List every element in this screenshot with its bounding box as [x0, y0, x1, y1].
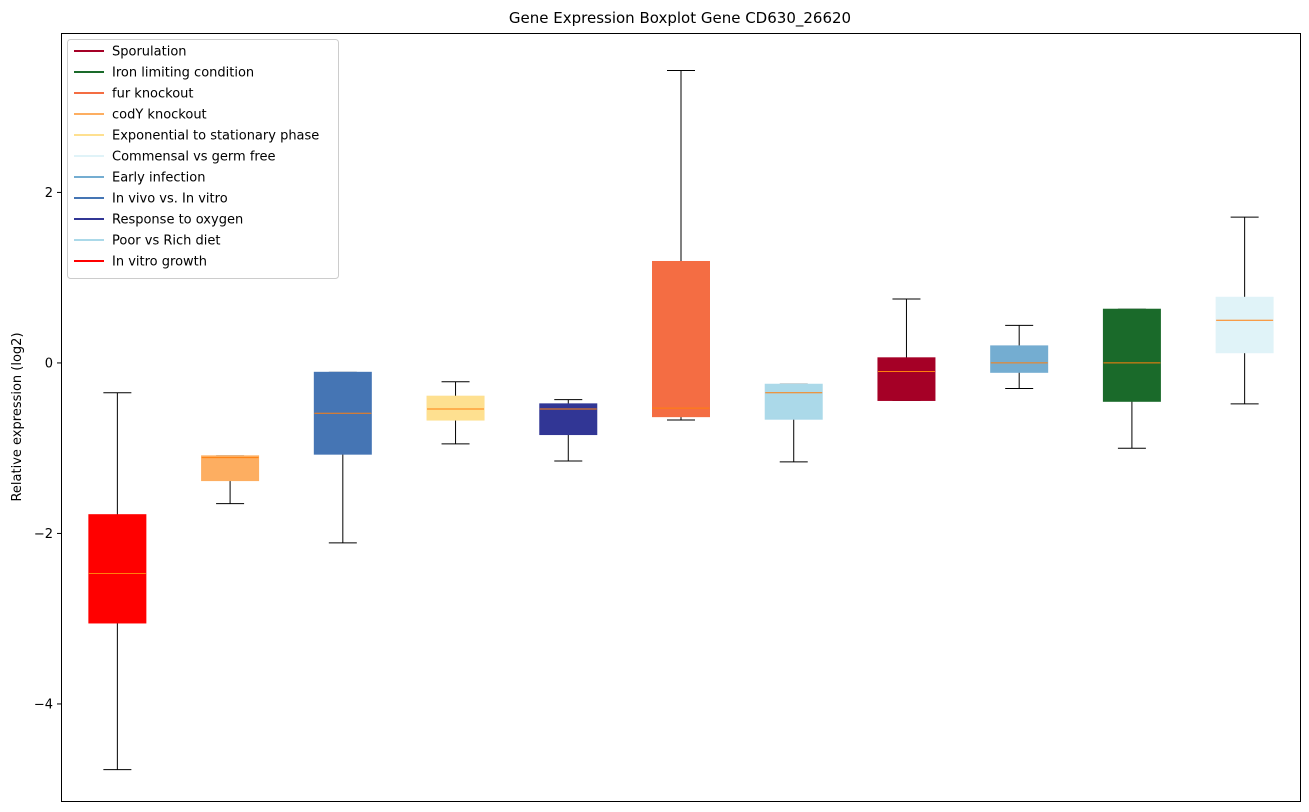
legend-item: Poor vs Rich diet	[74, 234, 220, 249]
legend-item: fur knockout	[74, 87, 194, 102]
legend-label: Exponential to stationary phase	[112, 129, 319, 144]
legend-item: Exponential to stationary phase	[74, 129, 319, 144]
legend-item: In vivo vs. In vitro	[74, 192, 228, 207]
y-tick-label: 2	[45, 186, 53, 201]
plot-area	[88, 70, 1274, 771]
box-body	[652, 260, 710, 418]
legend-label: In vitro growth	[112, 255, 207, 270]
box-body	[990, 345, 1049, 373]
box-9	[990, 324, 1049, 390]
box-body	[764, 383, 823, 420]
axes: −4 −2 0 2	[34, 33, 1301, 802]
plot-frame	[61, 33, 1301, 802]
legend-item: Early infection	[74, 171, 205, 186]
box-body	[1215, 296, 1274, 354]
legend: Sporulation Iron limiting condition fur kn…	[67, 39, 339, 279]
legend-item: Response to oxygen	[74, 213, 243, 228]
box-body	[1102, 308, 1161, 402]
box-body	[88, 514, 147, 624]
y-tick-label: −2	[34, 527, 53, 542]
box-11	[1215, 216, 1274, 405]
box-5	[539, 399, 598, 462]
box-body	[539, 403, 598, 436]
box-8	[877, 298, 936, 401]
legend-label: Sporulation	[112, 45, 187, 60]
legend-label: Iron limiting condition	[112, 66, 254, 81]
legend-item: Commensal vs germ free	[74, 150, 275, 165]
chart-title: Gene Expression Boxplot Gene CD630_26620	[509, 9, 851, 28]
legend-label: Early infection	[112, 171, 205, 186]
y-tick-label: −4	[34, 697, 53, 712]
legend-label: Poor vs Rich diet	[112, 234, 220, 249]
legend-label: In vivo vs. In vitro	[112, 192, 228, 207]
y-tick-label: 0	[45, 356, 53, 371]
box-7	[764, 383, 823, 463]
legend-label: fur knockout	[112, 87, 194, 102]
legend-item: codY knockout	[74, 108, 207, 123]
legend-item: Iron limiting condition	[74, 66, 254, 81]
legend-label: Response to oxygen	[112, 213, 243, 228]
box-body	[426, 395, 485, 421]
box-4	[426, 381, 485, 445]
y-axis-label: Relative expression (log2)	[10, 332, 25, 501]
box-6	[652, 70, 710, 421]
box-2	[201, 455, 260, 505]
box-body	[201, 455, 260, 482]
box-10	[1102, 308, 1161, 449]
legend-frame	[67, 39, 339, 279]
legend-item: In vitro growth	[74, 255, 207, 270]
legend-label: codY knockout	[112, 108, 207, 123]
legend-label: Commensal vs germ free	[112, 150, 275, 165]
box-3	[313, 371, 372, 544]
legend-item: Sporulation	[74, 45, 187, 60]
box-1	[88, 392, 147, 771]
box-body	[877, 357, 936, 401]
